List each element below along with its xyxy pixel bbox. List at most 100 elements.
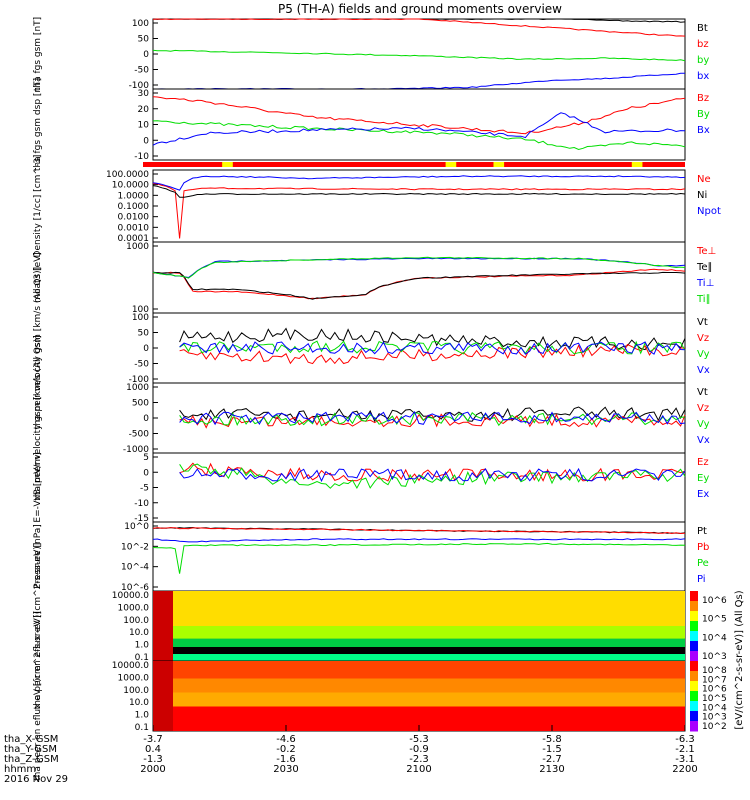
heatmap-band bbox=[153, 661, 685, 679]
x-row-label: tha_Z-GSM bbox=[4, 754, 59, 765]
colorbar-segment bbox=[690, 681, 698, 692]
colorbar-tick: 10^5 bbox=[702, 615, 727, 625]
x-row-label: tha_X-GSM bbox=[4, 734, 58, 745]
legend-entry: Vz bbox=[697, 403, 709, 414]
x-row-label: hhmm bbox=[4, 764, 36, 775]
y-tick-label: 10000.0 bbox=[112, 661, 149, 671]
series-line-Vx bbox=[179, 410, 686, 426]
heatmap-band bbox=[153, 692, 685, 707]
legend-entry: Bt bbox=[697, 23, 708, 34]
colorbar-segment bbox=[690, 671, 698, 682]
y-tick-label: -5 bbox=[140, 484, 149, 494]
colorbar-tick: 10^3 bbox=[702, 713, 727, 723]
y-tick-label: 0.0001 bbox=[118, 234, 150, 244]
legend-entry: Vt bbox=[697, 387, 708, 398]
colorbar-segment bbox=[690, 711, 698, 722]
legend-entry: Ne bbox=[697, 174, 711, 185]
colorbar-segment bbox=[690, 611, 698, 622]
colorbar-segment bbox=[690, 631, 698, 642]
y-tick-label: 1000.0 bbox=[118, 603, 150, 613]
y-tick-label: 100 bbox=[132, 313, 149, 323]
y-axis-label: Pressure [nPa] bbox=[33, 524, 43, 589]
series-line-Ti∥ bbox=[152, 256, 686, 279]
series-line-Vz bbox=[179, 343, 685, 365]
colorbar-tick: 10^6 bbox=[702, 596, 727, 606]
y-tick-label: 20 bbox=[138, 105, 150, 115]
heatmap-band bbox=[153, 647, 685, 654]
y-tick-label: 0.0100 bbox=[118, 213, 150, 223]
x-tick-label: 2000 bbox=[140, 764, 165, 775]
series-line-bz bbox=[152, 18, 686, 37]
y-tick-label: 10^-4 bbox=[121, 563, 149, 573]
legend-entry: Npot bbox=[697, 206, 721, 217]
y-tick-label: -50 bbox=[134, 360, 149, 370]
y-tick-label: 10.0 bbox=[129, 698, 149, 708]
legend-entry: Vz bbox=[697, 333, 709, 344]
heatmap-strip bbox=[153, 661, 173, 731]
series-line-Ez bbox=[179, 462, 686, 482]
legend-entry: Vx bbox=[697, 435, 710, 446]
quality-flag-segment bbox=[222, 162, 233, 167]
x-tick-label: 2200 bbox=[672, 764, 697, 775]
series-line-by bbox=[152, 49, 686, 62]
legend-entry: Pt bbox=[697, 526, 707, 537]
series-line-Pb bbox=[152, 527, 686, 535]
heatmap-band bbox=[153, 638, 685, 647]
quality-flag-segment bbox=[445, 162, 457, 167]
y-tick-label: 10.0000 bbox=[112, 181, 149, 191]
figure-title: P5 (TH-A) fields and ground moments over… bbox=[278, 2, 562, 16]
x-tick-label: -2.7 bbox=[542, 754, 562, 765]
x-tick-label: -2.3 bbox=[409, 754, 429, 765]
y-tick-label: 0 bbox=[143, 344, 149, 354]
y-tick-label: -10 bbox=[134, 499, 149, 509]
y-tick-label: -50 bbox=[134, 66, 149, 76]
y-tick-label: 1000 bbox=[126, 383, 149, 393]
legend-entry: Ni bbox=[697, 190, 707, 201]
colorbar-segment bbox=[690, 661, 698, 672]
y-tick-label: 10^-6 bbox=[121, 583, 149, 593]
y-tick-label: 1.0 bbox=[135, 641, 150, 651]
legend-entry: Ez bbox=[697, 457, 709, 468]
colorbar-tick: 10^4 bbox=[702, 703, 727, 713]
y-axis-label: tha fgs gsm dsp [nT] bbox=[33, 78, 43, 171]
y-axis-label: moat3 [eV] bbox=[33, 252, 43, 303]
y-tick-label: 500 bbox=[132, 399, 149, 409]
series-line-By bbox=[152, 120, 686, 151]
x-tick-label: -5.3 bbox=[409, 734, 429, 745]
series-line-Ni bbox=[152, 185, 686, 198]
series-line-Pi bbox=[152, 538, 686, 543]
y-tick-label: -100 bbox=[129, 375, 150, 385]
colorbar-segment bbox=[690, 641, 698, 652]
legend-entry: Bx bbox=[697, 125, 710, 136]
y-tick-label: -10 bbox=[134, 152, 149, 162]
x-tick-label: 0.4 bbox=[145, 744, 161, 755]
legend-entry: Te⊥ bbox=[696, 246, 716, 257]
y-tick-label: 50 bbox=[138, 329, 150, 339]
legend-entry: bx bbox=[697, 71, 709, 82]
y-tick-label: 1000.0 bbox=[118, 673, 150, 683]
x-tick-label: 2030 bbox=[273, 764, 298, 775]
legend-entry: Ex bbox=[697, 489, 709, 500]
x-tick-label: -4.6 bbox=[276, 734, 296, 745]
x-tick-label: -5.8 bbox=[542, 734, 562, 745]
x-tick-label: -3.1 bbox=[675, 754, 695, 765]
series-line-Bz bbox=[152, 96, 686, 135]
legend-entry: by bbox=[697, 55, 709, 66]
series-line-Vx bbox=[179, 341, 686, 355]
colorbar-segment bbox=[690, 721, 698, 732]
y-tick-label: 0 bbox=[143, 50, 149, 60]
series-line-Vy bbox=[179, 340, 686, 355]
legend-entry: Vt bbox=[697, 317, 708, 328]
y-axis-label: Density [1/cc] [cm^-3] bbox=[33, 155, 43, 258]
colorbar-segment bbox=[690, 701, 698, 712]
y-tick-label: 0.0010 bbox=[118, 223, 150, 233]
legend-entry: Ey bbox=[697, 473, 709, 484]
quality-flag-segment bbox=[493, 162, 505, 167]
legend-entry: Ti∥ bbox=[696, 294, 711, 305]
y-tick-label: 100 bbox=[132, 305, 149, 315]
y-tick-label: 100.0 bbox=[123, 616, 149, 626]
y-tick-label: 10 bbox=[138, 121, 150, 131]
y-tick-label: 50 bbox=[138, 35, 150, 45]
y-tick-label: 0 bbox=[143, 136, 149, 146]
